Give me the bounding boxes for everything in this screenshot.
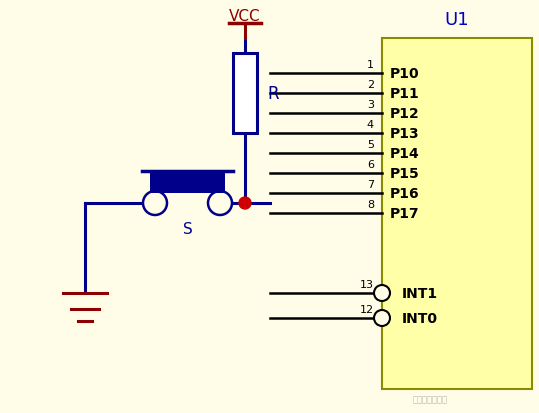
- Circle shape: [374, 285, 390, 301]
- Circle shape: [239, 197, 251, 209]
- Text: P13: P13: [390, 127, 420, 141]
- Text: 来自嗡嗡的笔记: 来自嗡嗡的笔记: [412, 394, 447, 403]
- Text: 7: 7: [367, 180, 374, 190]
- Circle shape: [208, 192, 232, 216]
- Text: 4: 4: [367, 120, 374, 130]
- Text: 13: 13: [360, 279, 374, 289]
- Text: 5: 5: [367, 140, 374, 150]
- Text: 3: 3: [367, 100, 374, 110]
- Bar: [382, 39, 532, 389]
- Text: P17: P17: [390, 206, 420, 221]
- Text: 6: 6: [367, 159, 374, 170]
- Text: 2: 2: [367, 80, 374, 90]
- Text: 8: 8: [367, 199, 374, 209]
- Text: S: S: [183, 221, 192, 236]
- Text: P14: P14: [390, 147, 420, 161]
- Text: P15: P15: [390, 166, 420, 180]
- Text: R: R: [267, 85, 279, 103]
- Bar: [150, 171, 225, 194]
- Circle shape: [374, 310, 390, 326]
- Bar: [233, 54, 257, 134]
- Circle shape: [143, 192, 167, 216]
- Text: INT1: INT1: [402, 286, 438, 300]
- Text: 12: 12: [360, 304, 374, 314]
- Text: 1: 1: [367, 60, 374, 70]
- Text: VCC: VCC: [229, 9, 261, 24]
- Text: P11: P11: [390, 87, 420, 101]
- Text: U1: U1: [445, 11, 469, 29]
- Text: P10: P10: [390, 67, 420, 81]
- Text: P12: P12: [390, 107, 420, 121]
- Text: P16: P16: [390, 187, 420, 201]
- Text: INT0: INT0: [402, 311, 438, 325]
